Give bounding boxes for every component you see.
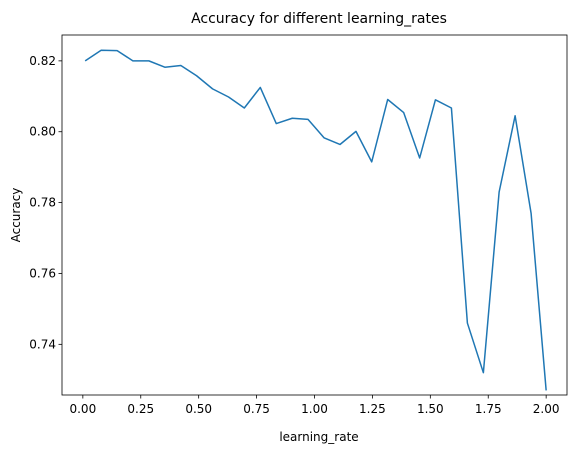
plot-area (84, 49, 547, 391)
x-axis: 0.00 0.25 0.50 0.75 1.00 1.25 1.50 1.75 2.00 (69, 395, 560, 416)
y-tick-label: 0.82 (29, 54, 56, 68)
x-tick-label: 2.00 (533, 402, 560, 416)
y-tick-label: 0.78 (29, 196, 56, 210)
x-tick-label: 0.75 (243, 402, 270, 416)
y-tick-label: 0.80 (29, 125, 56, 139)
y-axis-label: Accuracy (9, 188, 23, 243)
x-tick-label: 0.25 (127, 402, 154, 416)
y-tick-label: 0.74 (29, 337, 56, 351)
x-tick-label: 1.75 (475, 402, 502, 416)
x-tick-label: 1.25 (359, 402, 386, 416)
y-tick-label: 0.76 (29, 266, 56, 280)
x-tick-label: 0.00 (69, 402, 96, 416)
x-tick-label: 1.50 (417, 402, 444, 416)
chart-title: Accuracy for different learning_rates (191, 11, 447, 27)
x-tick-label: 1.00 (301, 402, 328, 416)
plot-frame (61, 34, 568, 396)
x-axis-label: learning_rate (279, 430, 358, 444)
y-axis: 0.74 0.76 0.78 0.80 0.82 (29, 54, 62, 351)
series-line-0 (84, 49, 547, 391)
x-tick-label: 0.50 (185, 402, 212, 416)
